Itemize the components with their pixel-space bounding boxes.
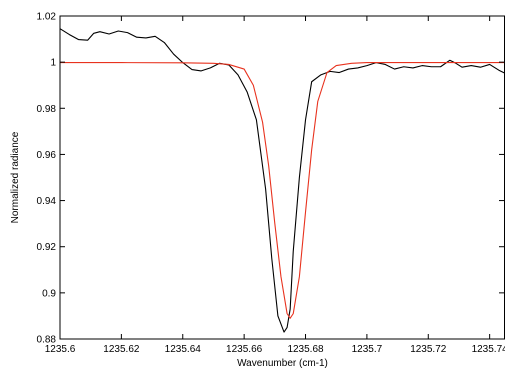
x-tick-label: 1235.72 — [410, 344, 447, 355]
y-tick-label: 0.92 — [37, 242, 57, 253]
y-tick-label: 0.94 — [37, 196, 57, 207]
y-tick-label: 1.02 — [37, 12, 57, 23]
y-tick-label: 0.98 — [37, 104, 57, 115]
model-fit-line — [60, 62, 505, 319]
y-tick-label: 0.88 — [37, 335, 57, 346]
x-tick-label: 1235.64 — [165, 344, 202, 355]
y-tick-label: 1 — [50, 58, 56, 69]
y-tick-label: 0.9 — [42, 288, 56, 299]
x-tick-label: 1235.74 — [472, 344, 505, 355]
series-layer — [59, 28, 505, 333]
plot-frame — [59, 15, 505, 340]
x-tick-label: 1235.6 — [45, 344, 76, 355]
y-axis-label: Normalized radiance — [10, 131, 21, 223]
x-tick-label: 1235.7 — [352, 344, 383, 355]
x-tick-label: 1235.62 — [103, 344, 140, 355]
x-axis-label: Wavenumber (cm-1) — [237, 358, 328, 369]
y-tick-label: 0.96 — [37, 150, 57, 161]
measured-spectrum-line — [59, 28, 505, 333]
ticks-layer: 1235.6 1235.62 1235.64 1235.66 1235.68 1235.7… — [37, 12, 505, 356]
x-tick-label: 1235.68 — [287, 344, 324, 355]
x-tick-label: 1235.66 — [226, 344, 263, 355]
